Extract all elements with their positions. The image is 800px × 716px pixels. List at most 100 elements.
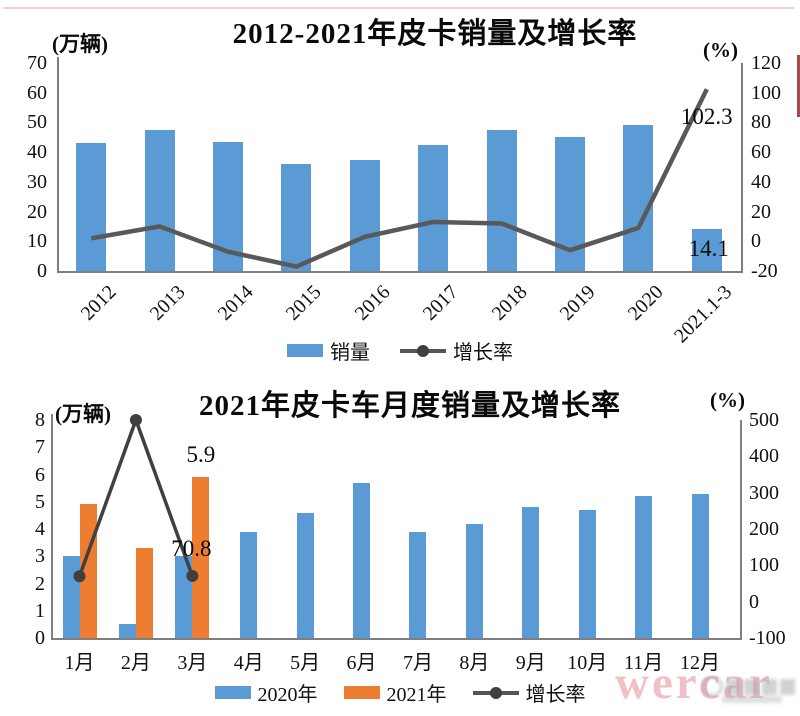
bar-2021年-2月 [135,548,153,638]
y-axis-right-tick-label: 80 [751,111,771,134]
y-axis-left-tick-label: 50 [27,111,47,134]
y-axis-left-line [57,57,59,271]
growth-line-legend-marker [400,348,446,353]
x-axis-tick-label: 10月 [567,652,608,674]
chart1-legend-item-sales: 销量 [287,336,370,365]
logo-circle-icon [702,676,723,697]
gray-logo-watermark-subtext [722,696,782,703]
x-axis-tick-label: 7月 [402,652,433,674]
y-axis-right-tick-label: 120 [751,52,781,74]
year2021-legend-label: 2021年 [386,684,447,706]
year2020-legend-swatch [214,686,251,699]
y-axis-left-tick-label: 60 [27,81,47,104]
x-axis-tick-label: 2014 [213,281,258,325]
bar-2020年-7月 [409,531,427,638]
chart1-legend-item-growth: 增长率 [400,336,513,365]
bar-2020年-10月 [578,509,596,638]
y-axis-right-line [741,63,743,271]
bar-2020年-5月 [296,512,314,638]
y-axis-right-tick-label: 20 [751,200,771,223]
data-label: 102.3 [680,104,733,130]
y-axis-right-tick-label: 40 [751,170,771,193]
bar-销量-2019 [555,137,585,271]
x-axis-tick-label: 2017 [418,281,463,325]
right-border-accent [797,55,800,117]
x-axis-tick-label: 2015 [282,281,326,325]
x-axis-tick-label: 6月 [346,652,377,674]
x-axis-tick-label: 5月 [290,652,321,674]
chart2-legend: 2020年 2021年 增长率 [0,678,800,707]
x-axis-tick-label: 3月 [177,652,208,674]
bar-2020年-1月 [62,556,80,638]
bar-2020年-4月 [240,531,258,638]
x-axis-tick-label: 2012 [76,281,121,325]
bar-销量-2020 [623,125,654,271]
y-axis-right-tick-label: 300 [749,481,779,504]
bar-销量-2018 [486,129,517,271]
y-axis-right-tick-label: -100 [749,627,786,649]
x-axis-tick-label: 2020 [624,281,668,325]
chart2-legend-item-growth: 增长率 [472,678,586,707]
y-axis-right-tick-label: 500 [749,409,779,431]
x-axis-tick-label: 8月 [459,652,490,674]
x-axis-line [57,271,743,273]
bar-销量-2014 [213,141,243,271]
bar-销量-2017 [418,144,449,271]
x-axis-tick-label: 2018 [487,281,532,325]
x-axis-tick-label: 1月 [64,652,95,674]
data-label: 5.9 [186,442,216,468]
bar-2020年-6月 [353,482,371,638]
y-axis-right-tick-label: 0 [749,590,759,613]
x-axis-tick-label: 4月 [233,652,264,674]
y-axis-left-tick-label: 40 [27,141,47,164]
x-axis-tick-label: 12月 [680,652,720,674]
y-axis-left-tick-label: 10 [27,230,47,253]
x-axis-line [51,638,742,640]
y-axis-left-tick-label: 30 [27,170,47,193]
y-axis-left-tick-label: 6 [35,463,45,486]
chart2-legend-item-2020: 2020年 [214,678,318,707]
x-axis-tick-label: 2013 [145,281,190,325]
data-label: 14.1 [688,236,729,262]
y-axis-left-tick-label: 70 [27,52,47,74]
year2020-legend-label: 2020年 [257,684,318,706]
wercar-watermark: wercar [615,657,774,709]
bar-销量-2013 [144,129,175,271]
bar-2020年-11月 [635,496,653,638]
y-axis-left-tick-label: 8 [35,409,45,431]
bar-2020年-9月 [522,507,540,638]
chart2-right-axis-unit: (%) [710,388,745,412]
bar-销量-2015 [281,164,312,271]
y-axis-right-tick-label: 100 [749,554,779,577]
x-axis-tick-label: 2016 [350,281,395,325]
chart1-legend: 销量 增长率 [0,336,800,365]
chart1-right-axis-unit: (%) [703,38,738,62]
bar-销量-2012 [76,143,107,271]
chart1-title: 2012-2021年皮卡销量及增长率 [232,18,638,50]
bar-2021年-3月 [192,477,210,638]
bar-销量-2016 [349,159,380,271]
top-border-accent [3,7,794,9]
sales-legend-label: 销量 [330,342,370,364]
bar-2020年-12月 [691,493,709,638]
growth-legend-label: 增长率 [453,342,513,364]
x-axis-tick-label: 2019 [555,281,600,325]
bar-2020年-3月 [175,556,193,638]
y-axis-right-tick-label: 400 [749,445,779,468]
x-axis-tick-label: 9月 [515,652,546,674]
y-axis-right-tick-label: 60 [751,141,771,164]
growth-legend-label2: 增长率 [525,684,586,706]
y-axis-right-tick-label: -20 [751,260,778,282]
y-axis-right-tick-label: 100 [751,81,781,104]
x-axis-tick-label: 2月 [120,652,151,674]
chart1-left-axis-unit: (万辆) [52,32,108,56]
y-axis-left-tick-label: 7 [35,436,45,459]
y-axis-left-tick-label: 0 [35,627,45,649]
bar-2021年-1月 [79,504,97,638]
bar-2020年-2月 [118,624,136,638]
data-label: 70.8 [171,535,212,561]
y-axis-left-tick-label: 0 [37,260,47,282]
y-axis-right-tick-label: 200 [749,518,779,540]
x-axis-tick-label: 11月 [623,652,664,674]
